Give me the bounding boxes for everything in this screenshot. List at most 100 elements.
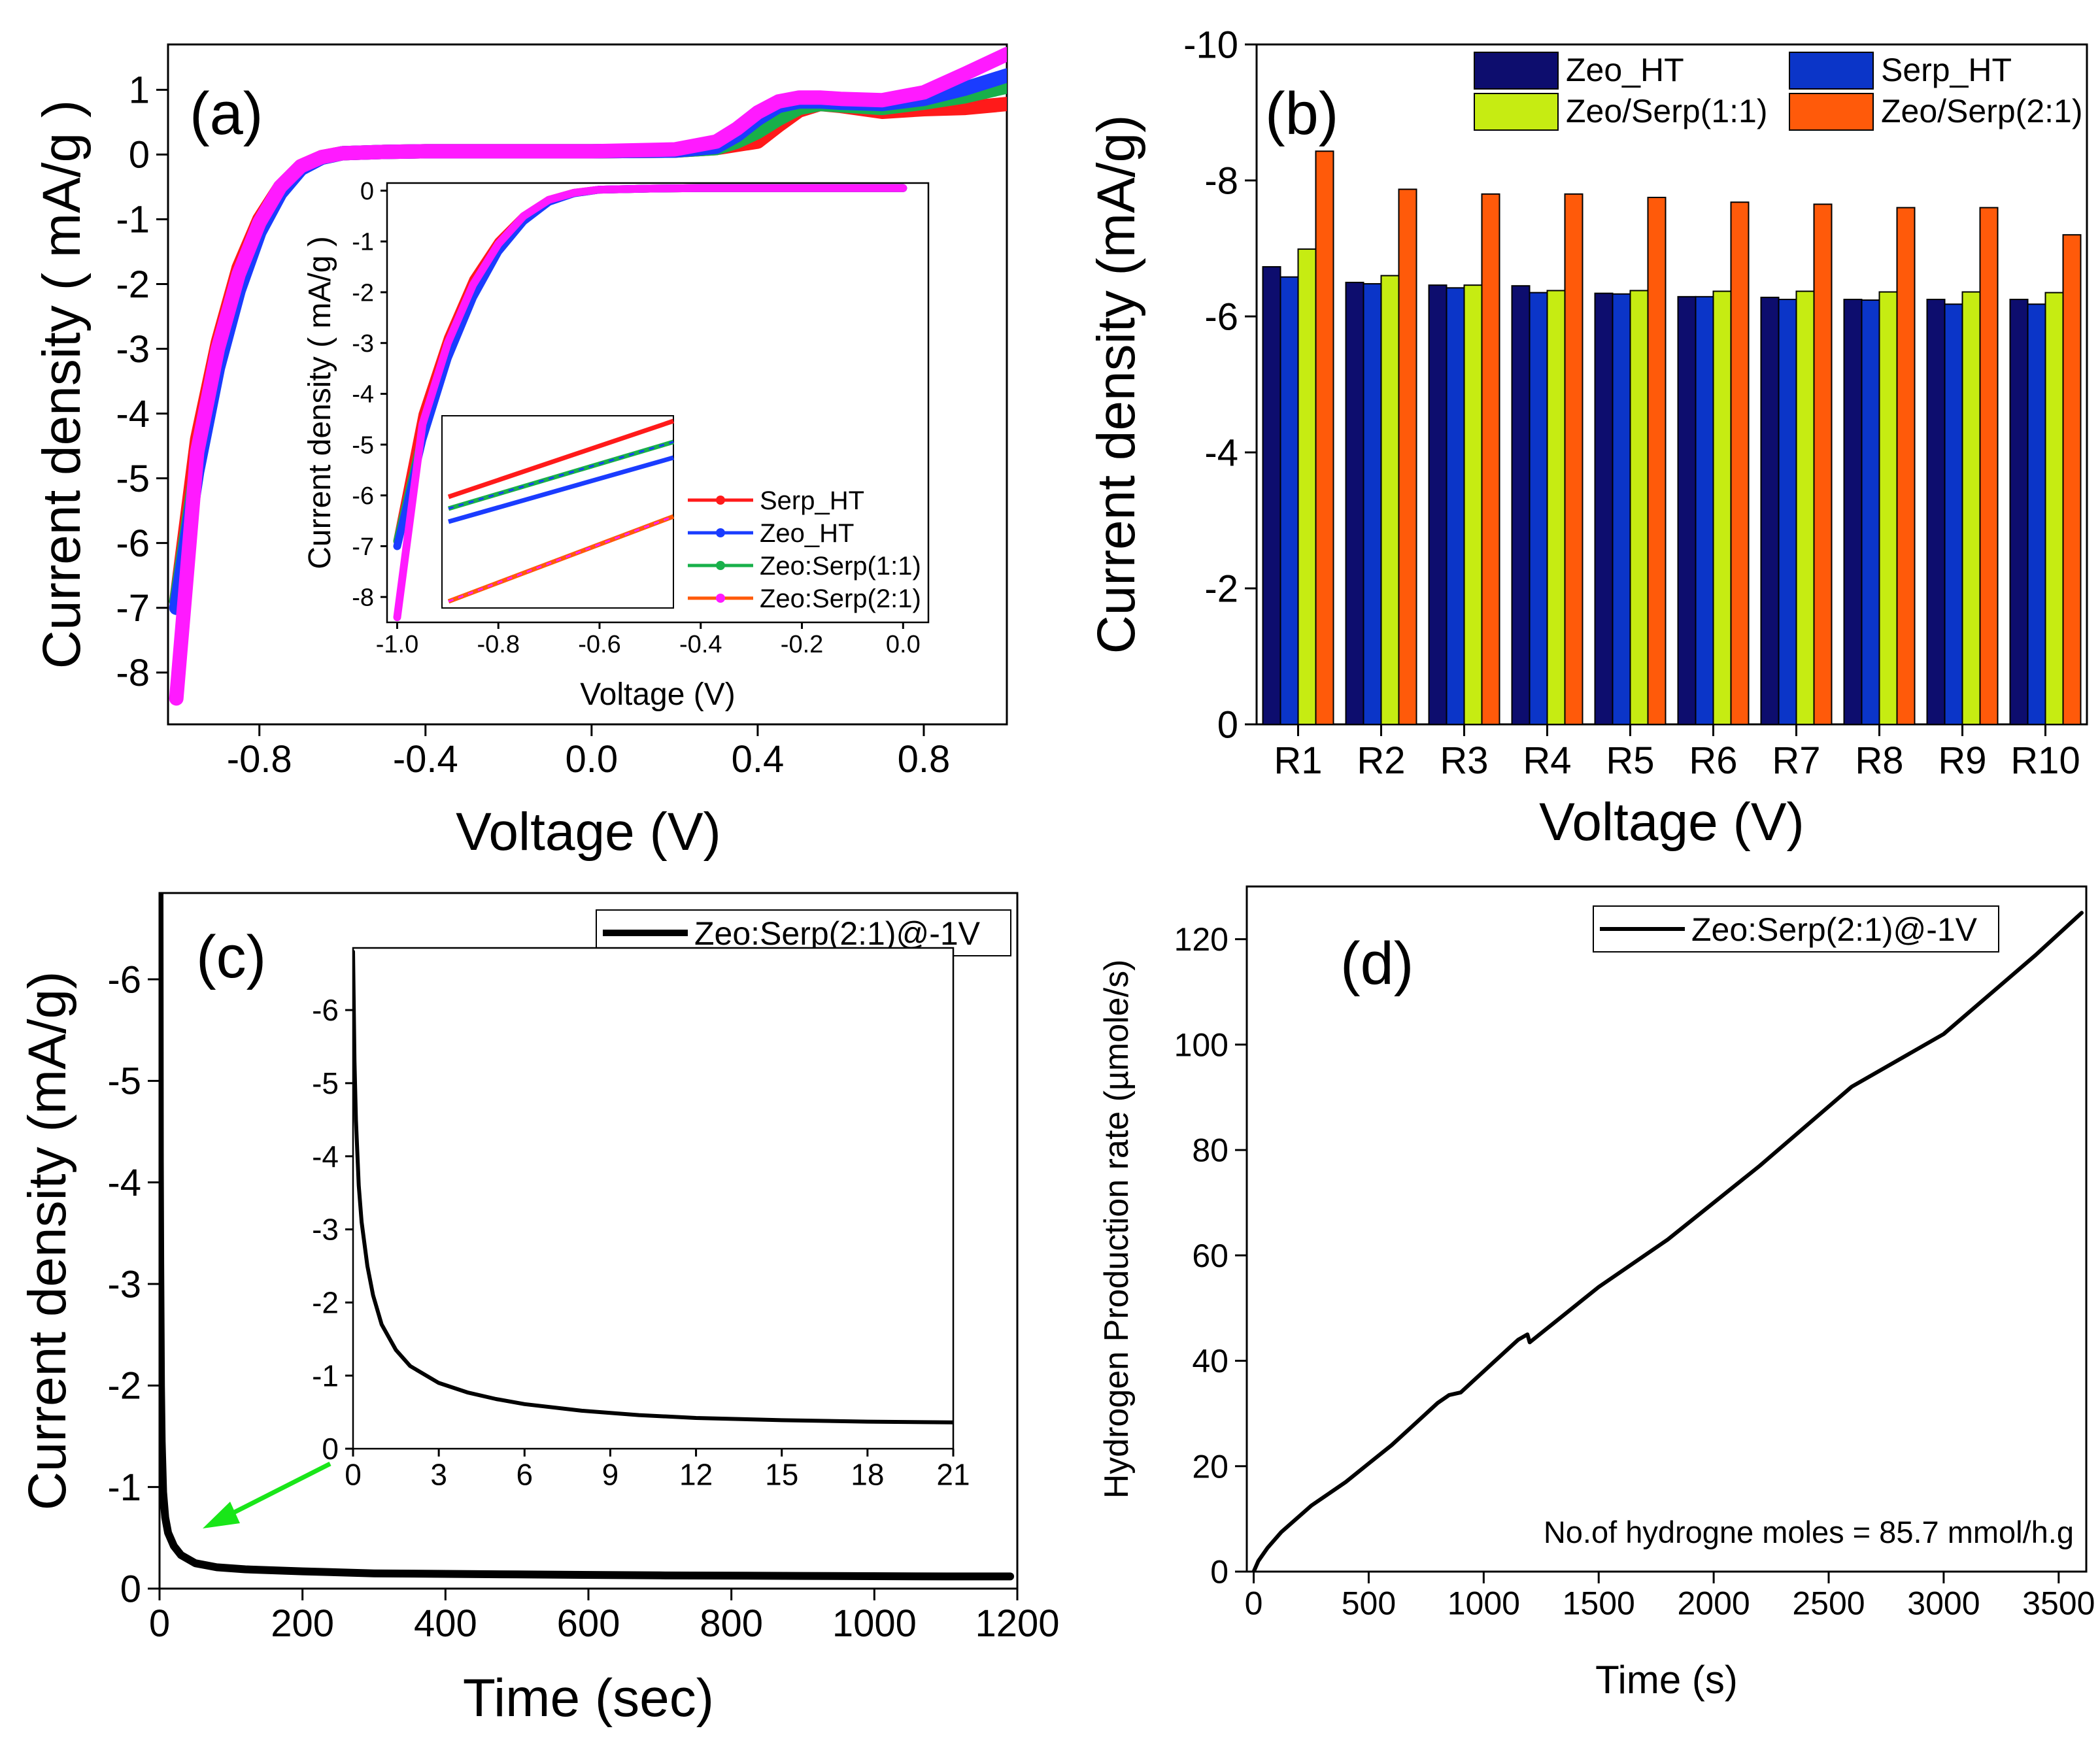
panel-a-label: (a) [190, 80, 263, 147]
panel-c-inset: 0 3 6 9 12 15 18 21 0 -1 -2 -3 -4 -5 -6 [312, 947, 970, 1492]
panel-c-inset-series [353, 949, 953, 1425]
panel-a-legend-label: Zeo_HT [760, 519, 855, 548]
panel-a: -0.8 -0.4 0.0 0.4 0.810-1-2-3-4-5-6-7-8 (a) … [32, 43, 1008, 862]
panel-b-y-tick-label: 0 [1217, 703, 1238, 746]
panel-a-zoom-line-overlay [448, 515, 674, 603]
panel-b-bar-Zeo/Serp(1:1) [1380, 275, 1400, 726]
panel-b-bar-Zeo/Serp(2:1) [1647, 197, 1667, 725]
panel-d-x-tick-label: 1000 [1448, 1585, 1520, 1622]
panel-a-inset-y-tick-label: -6 [352, 482, 374, 510]
panel-c-inset-y-tick-label: -1 [312, 1358, 339, 1392]
panel-a-inset-x-tick-label: -0.6 [578, 631, 620, 658]
panel-b-bar-Zeo_HT [1843, 299, 1863, 725]
panel-a-inset-x-tick-label: -1.0 [376, 631, 418, 658]
panel-d-label: (d) [1340, 930, 1414, 997]
panel-b-bar-Zeo/Serp(1:1) [1463, 284, 1483, 726]
panel-a-series [169, 46, 1007, 706]
panel-b-bar-Serp_HT [1529, 292, 1548, 726]
panel-c-series-line [160, 893, 1015, 1581]
panel-a-x-tick-label: 0.0 [566, 738, 618, 781]
panel-a-inset-series-Zeo:Serp(2:1) [393, 184, 907, 622]
panel-b-y-tick-label: -4 [1204, 431, 1238, 474]
panel-a-zoom-line-blue [448, 455, 674, 524]
panel-b-x-tick-label: R7 [1772, 739, 1820, 782]
panel-b-ylabel: Current density (mA/g) [1087, 115, 1146, 654]
panel-b-legend: Zeo_HT Serp_HT Zeo/Serp(1:1) Zeo/Serp(2:1) [1474, 52, 2082, 131]
panel-c-y-tick-label: -5 [107, 1060, 141, 1103]
panel-d-legend: Zeo:Serp(2:1)@-1V [1593, 905, 1999, 953]
panel-a-inset-x-tick-label: -0.8 [477, 631, 520, 658]
zoom-arrow-icon [203, 1461, 331, 1528]
panel-b-bar-Zeo_HT [1262, 266, 1281, 725]
panel-b-bar-Zeo/Serp(1:1) [1961, 291, 1981, 725]
panel-a-y-tick-label: -7 [116, 587, 150, 630]
panel-c-x-tick-label: 0 [149, 1602, 170, 1645]
panel-c-inset-ticks: 0 3 6 9 12 15 18 21 0 -1 -2 -3 -4 -5 -6 [312, 993, 970, 1492]
panel-a-x-tick-label: 0.8 [898, 738, 951, 781]
panel-a-series-Zeo:Serp(2:1) [169, 46, 1007, 706]
panel-b-bar-Zeo/Serp(1:1) [1629, 290, 1649, 726]
panel-a-xlabel: Voltage (V) [456, 802, 721, 862]
panel-b-legend-swatch [1789, 52, 1874, 90]
panel-c-inset-frame [352, 947, 955, 1450]
panel-b-legend-swatch [1474, 52, 1559, 90]
panel-b-x-tick-label: R6 [1689, 739, 1737, 782]
panel-b-bar-Serp_HT [1279, 276, 1299, 725]
panel-a-inset-series [393, 184, 907, 622]
panel-a-y-tick-label: 0 [129, 134, 150, 177]
panel-a-ticks: -0.8 -0.4 0.0 0.4 0.8 1 0 -1 -2 -3 -4 -5 -6 -7 -8 [116, 69, 950, 781]
panel-c-y-tick-label: -3 [107, 1263, 141, 1306]
panel-b-bar-Zeo/Serp(2:1) [1813, 203, 1833, 725]
panel-a-legend-marker [716, 594, 725, 603]
panel-c-inset-x-tick-label: 9 [602, 1458, 619, 1492]
panel-b-bar-Serp_HT [1363, 283, 1382, 725]
panel-c-inset-x-tick-label: 0 [345, 1458, 362, 1492]
panel-a-legend-label: Serp_HT [760, 486, 864, 515]
panel-b-bar-Zeo/Serp(2:1) [1315, 150, 1334, 725]
panel-b-bar-Zeo/Serp(1:1) [1795, 290, 1815, 725]
panel-c-inset-x-tick-label: 6 [516, 1458, 533, 1492]
panel-c-x-tick-label: 200 [271, 1602, 334, 1645]
panel-d-x-tick-label: 3500 [2022, 1585, 2095, 1622]
panel-a-x-tick-label: -0.8 [227, 738, 292, 781]
panel-d-x-tick-label: 2000 [1677, 1585, 1750, 1622]
panel-a-y-tick-label: -2 [116, 263, 150, 306]
panel-c-xlabel: Time (sec) [463, 1668, 714, 1728]
panel-a-legend-label: Zeo:Serp(2:1) [760, 584, 921, 613]
panel-b-bar-Zeo/Serp(1:1) [1297, 248, 1317, 726]
panel-d-annotation: No.of hydrogne moles = 85.7 mmol/h.g [1544, 1515, 2074, 1549]
panel-c-y-tick-label: -2 [107, 1365, 141, 1408]
panel-b-bar-Serp_HT [2027, 303, 2046, 725]
panel-b-bar-Zeo/Serp(2:1) [1398, 188, 1417, 725]
panel-c-ylabel: Current density (mA/g) [18, 971, 77, 1511]
panel-a-y-tick-label: 1 [129, 69, 150, 112]
panel-b-x-tick-label: R9 [1938, 739, 1986, 782]
panel-a-zoom-line-red [447, 418, 675, 499]
panel-b-x-tick-label: R5 [1606, 739, 1654, 782]
panel-b-bar-Zeo/Serp(2:1) [1979, 207, 1999, 726]
panel-a-frame [167, 43, 1008, 726]
panel-c-legend-label: Zeo:Serp(2:1)@-1V [694, 915, 981, 952]
panel-b-bar-Zeo/Serp(2:1) [1730, 201, 1750, 725]
panel-b-ticks: -10 -8 -6 -4 -2 0 R1 R2 R3 R4 R5 R6 R7 R8 R9 R10 [1183, 24, 2080, 782]
panel-b-y-tick-label: -2 [1204, 567, 1238, 610]
panel-c-inset-x-tick-label: 21 [936, 1458, 970, 1492]
panel-a-inset-y-tick-label: -1 [352, 229, 374, 256]
panel-a-zoom-line-overlay [448, 441, 674, 510]
panel-a-inset-y-tick-label: -4 [352, 381, 374, 409]
panel-c-y-tick-label: -4 [107, 1162, 141, 1204]
panel-b-bar-Zeo_HT [1926, 299, 1946, 725]
panel-b-bar-Serp_HT [1446, 287, 1465, 725]
panel-b-bar-Zeo_HT [1511, 285, 1531, 725]
panel-b-legend-label: Zeo_HT [1566, 52, 1684, 88]
panel-d-y-tick-label: 20 [1192, 1448, 1228, 1485]
panel-a-zoom-box [441, 415, 675, 609]
panel-c-inset-x-tick-label: 3 [430, 1458, 447, 1492]
panel-b-bar-Zeo/Serp(2:1) [1896, 207, 1916, 726]
panel-a-inset-x-tick-label: -0.2 [781, 631, 823, 658]
panel-b-bar-Zeo/Serp(1:1) [1878, 291, 1898, 725]
panel-b-legend-label: Serp_HT [1881, 52, 2012, 88]
panel-d-ylabel: Hydrogen Production rate (µmole/s) [1098, 960, 1136, 1499]
panel-c-inset-y-tick-label: -2 [312, 1285, 339, 1319]
